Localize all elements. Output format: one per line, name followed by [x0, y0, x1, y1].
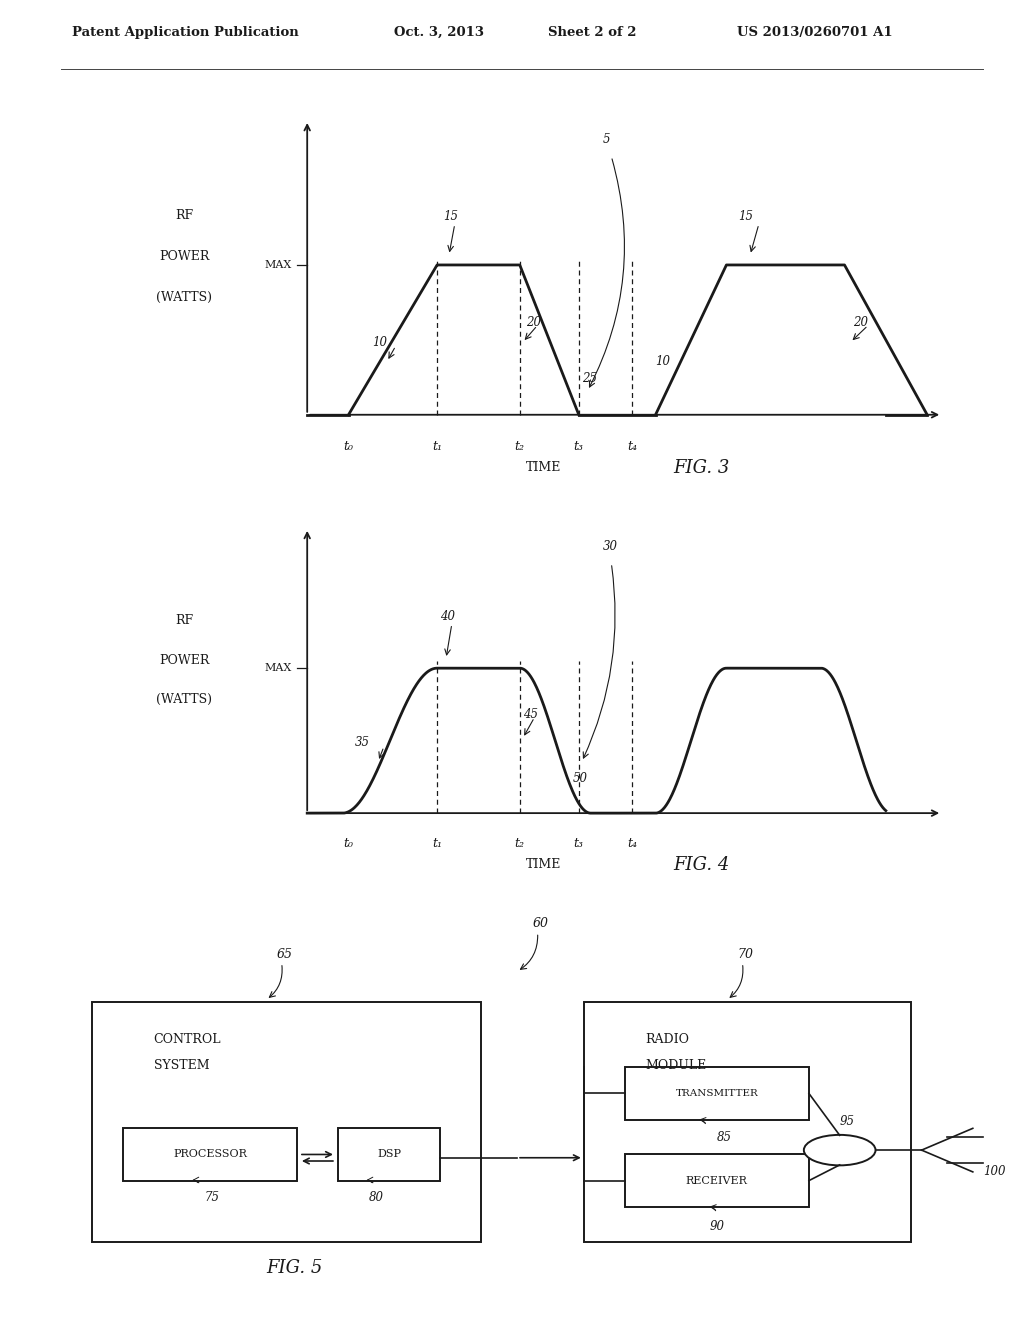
Text: 75: 75 — [205, 1192, 220, 1204]
Text: CONTROL: CONTROL — [154, 1032, 221, 1045]
Bar — [625, 1068, 809, 1119]
Text: RF: RF — [175, 614, 194, 627]
Text: MODULE: MODULE — [645, 1059, 707, 1072]
Text: 85: 85 — [717, 1130, 732, 1143]
Bar — [338, 1129, 440, 1180]
Text: FIG. 5: FIG. 5 — [266, 1259, 323, 1276]
Text: 15: 15 — [443, 210, 458, 223]
Text: Oct. 3, 2013: Oct. 3, 2013 — [394, 26, 484, 40]
Text: 25: 25 — [582, 372, 597, 385]
Text: 5: 5 — [602, 133, 610, 145]
Text: Sheet 2 of 2: Sheet 2 of 2 — [548, 26, 636, 40]
Text: (WATTS): (WATTS) — [157, 693, 212, 706]
Text: RADIO: RADIO — [645, 1032, 689, 1045]
Text: 10: 10 — [372, 335, 387, 348]
Circle shape — [804, 1135, 876, 1166]
Text: 80: 80 — [369, 1192, 384, 1204]
Text: SYSTEM: SYSTEM — [154, 1059, 209, 1072]
Text: 35: 35 — [354, 737, 370, 750]
Text: t₃: t₃ — [573, 440, 584, 453]
Bar — [625, 1155, 809, 1206]
Bar — [584, 1002, 911, 1242]
Text: t₂: t₂ — [515, 440, 524, 453]
Text: US 2013/0260701 A1: US 2013/0260701 A1 — [737, 26, 893, 40]
Text: 90: 90 — [710, 1220, 724, 1233]
Text: RF: RF — [175, 210, 194, 222]
Text: 60: 60 — [532, 917, 549, 931]
Text: TIME: TIME — [525, 858, 561, 871]
Text: 30: 30 — [602, 540, 617, 553]
Text: 45: 45 — [522, 709, 538, 722]
Text: 40: 40 — [440, 610, 455, 623]
Text: FIG. 4: FIG. 4 — [673, 855, 730, 874]
Text: PROCESSOR: PROCESSOR — [173, 1150, 247, 1159]
Text: t₄: t₄ — [627, 440, 637, 453]
Bar — [123, 1129, 297, 1180]
Text: Patent Application Publication: Patent Application Publication — [72, 26, 298, 40]
Text: 95: 95 — [840, 1115, 855, 1129]
Text: 70: 70 — [737, 948, 754, 961]
Text: 100: 100 — [983, 1166, 1006, 1179]
Text: t₁: t₁ — [432, 440, 442, 453]
Text: t₁: t₁ — [432, 837, 442, 850]
Text: TIME: TIME — [525, 462, 561, 474]
Text: 65: 65 — [276, 948, 293, 961]
Text: 10: 10 — [655, 355, 671, 368]
Text: POWER: POWER — [159, 251, 210, 263]
Text: t₂: t₂ — [515, 837, 524, 850]
Text: MAX: MAX — [264, 260, 292, 271]
Bar — [92, 1002, 481, 1242]
Text: 50: 50 — [572, 772, 588, 784]
Text: t₃: t₃ — [573, 837, 584, 850]
Text: t₀: t₀ — [343, 440, 353, 453]
Text: 15: 15 — [738, 210, 754, 223]
Text: 20: 20 — [525, 317, 541, 330]
Text: t₄: t₄ — [627, 837, 637, 850]
Text: (WATTS): (WATTS) — [157, 292, 212, 304]
Text: MAX: MAX — [264, 663, 292, 673]
Text: FIG. 3: FIG. 3 — [673, 459, 730, 477]
Text: RECEIVER: RECEIVER — [686, 1176, 748, 1185]
Text: TRANSMITTER: TRANSMITTER — [676, 1089, 758, 1098]
Text: 20: 20 — [853, 317, 868, 330]
Text: t₀: t₀ — [343, 837, 353, 850]
Text: DSP: DSP — [377, 1150, 401, 1159]
Text: POWER: POWER — [159, 653, 210, 667]
